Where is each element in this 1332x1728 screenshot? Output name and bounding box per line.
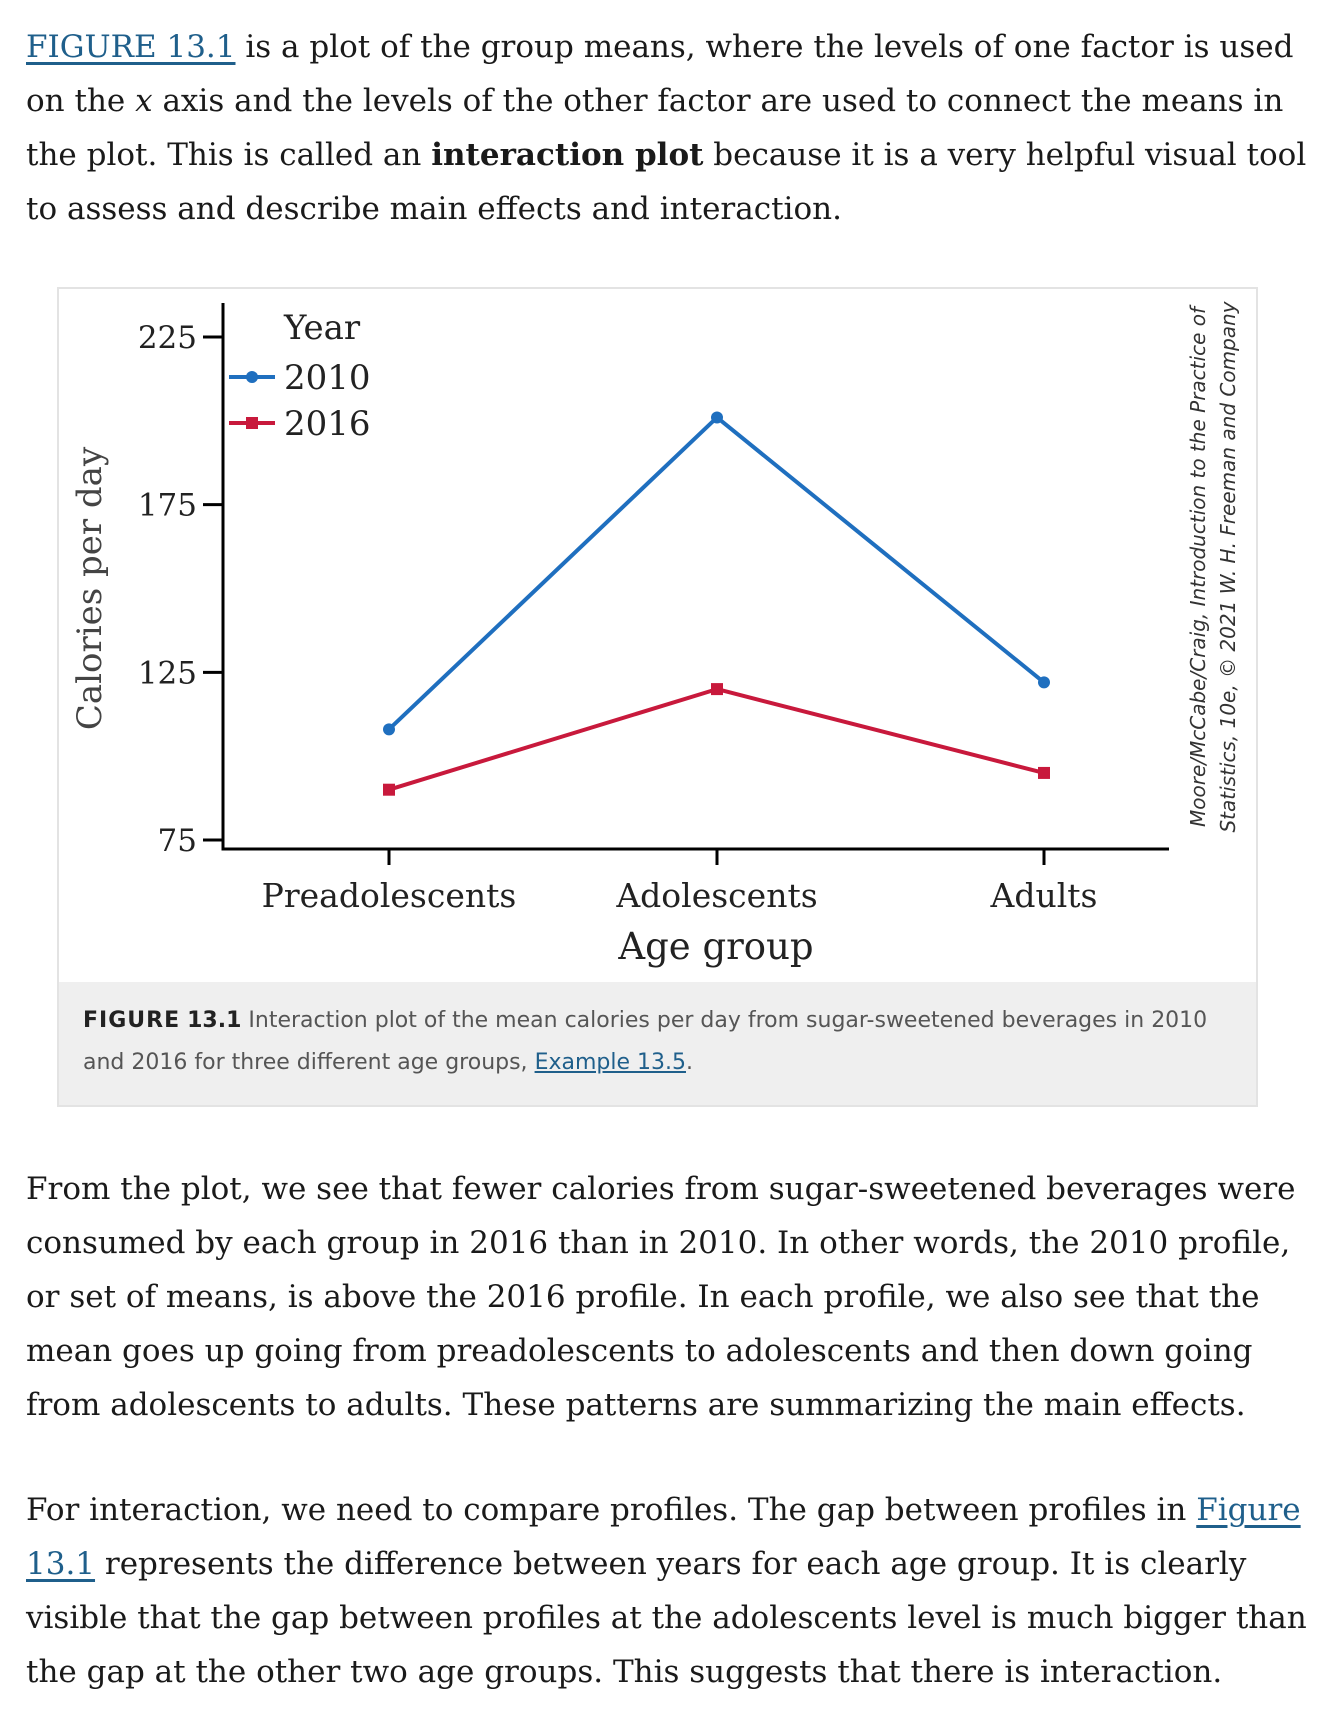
x-axis-label: Age group (617, 925, 813, 968)
data-point-2016 (383, 783, 395, 796)
legend-entry: 2016 (284, 404, 371, 444)
figure-13-1-link-2[interactable]: Figure 13.1 (26, 1492, 1301, 1582)
caption-end: . (685, 1050, 693, 1075)
figure-credit-line2: Statistics, 10e, © 2021 W. H. Freeman an… (1216, 300, 1240, 832)
data-point-2010 (711, 411, 723, 424)
interaction-text-2: represents the difference between years … (26, 1546, 1307, 1690)
intro-text-1: is a plot of the group means, where the … (26, 29, 1294, 119)
series-line-2010 (387, 415, 1046, 731)
legend-marker (246, 371, 258, 383)
y-tick-label: 175 (138, 488, 197, 524)
y-tick-label: 125 (138, 655, 197, 691)
figure-credit-line1: Moore/McCabe/Craig, Introduction to the … (1186, 304, 1210, 827)
data-point-2016 (711, 683, 723, 696)
example-13-5-link[interactable]: Example 13.5 (534, 1050, 686, 1075)
caption-number: 13.1 (187, 1008, 242, 1033)
x-tick-label: Preadolescents (262, 876, 517, 915)
x-variable: x (135, 83, 153, 119)
intro-text-2: axis and the levels of the other factor … (26, 83, 1284, 173)
x-tick-label: Adults (990, 876, 1098, 915)
main-effects-paragraph: From the plot, we see that fewer calorie… (26, 1171, 1296, 1423)
legend-entry: 2010 (284, 358, 371, 398)
y-tick-label: 225 (138, 320, 197, 356)
legend-title: Year (283, 308, 361, 348)
data-point-2016 (1038, 766, 1050, 779)
intro-text-3: because it is a very helpful visual tool… (26, 137, 1307, 227)
series-line-2016 (388, 687, 1045, 792)
intro-paragraph: FIGURE 13.1 is a plot of the group means… (26, 20, 1316, 236)
figure-caption: FIGURE 13.1 Interaction plot of the mean… (59, 982, 1256, 1105)
interaction-plot: 75 125 175 225 Preadolescents Adolescents Adul… (70, 300, 1240, 968)
caption-text: Interaction plot of the mean calories pe… (83, 1008, 1208, 1075)
figure-13-1-link[interactable]: FIGURE 13.1 (26, 29, 236, 65)
figure-container: 75 125 175 225 Preadolescents Adolescents Adul… (57, 287, 1258, 1107)
data-point-2010 (1038, 676, 1050, 689)
data-point-2010 (383, 723, 395, 736)
caption-label: FIGURE (83, 1008, 181, 1033)
interaction-paragraph: For interaction, we need to compare prof… (26, 1483, 1316, 1699)
interaction-plot-term: interaction plot (431, 137, 704, 173)
legend-marker (246, 417, 258, 429)
y-axis-label: Calories per day (70, 446, 110, 730)
x-tick-label: Adolescents (615, 876, 817, 915)
interaction-text-1: For interaction, we need to compare prof… (26, 1492, 1197, 1528)
y-tick-label: 75 (158, 823, 197, 859)
